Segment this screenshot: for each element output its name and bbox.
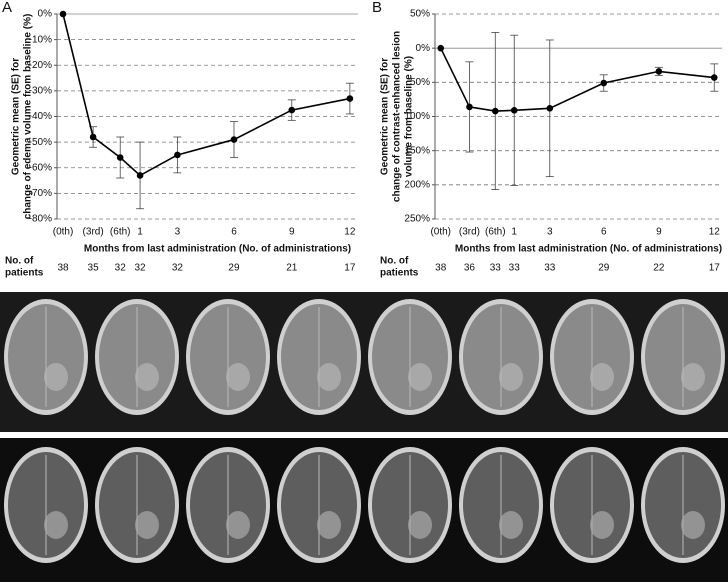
x-tick-label: (0th) (53, 227, 74, 238)
x-tick-label: 1 (137, 227, 143, 238)
lesion (226, 363, 250, 391)
n-patients: 22 (653, 263, 665, 274)
data-point (466, 103, 473, 111)
x-tick-label: 6 (601, 227, 607, 238)
x-tick-label: (6th) (485, 227, 506, 238)
n-label: No. of (5, 256, 34, 267)
x-tick-label: (6th) (110, 227, 131, 238)
y-tick-label: -50% (29, 137, 52, 148)
n-patients: 17 (709, 263, 721, 274)
y-tick-label: 50% (410, 77, 430, 88)
lesion (681, 511, 705, 539)
y-tick-label: -60% (29, 162, 52, 173)
lesion (135, 363, 159, 391)
y-tick-label: 250% (404, 214, 430, 225)
data-point (346, 95, 354, 102)
lesion (44, 363, 68, 391)
x-tick-label: 3 (547, 227, 553, 238)
panel-label: A (2, 0, 12, 16)
n-patients: 35 (88, 263, 100, 274)
lesion (499, 363, 523, 391)
data-point (174, 151, 181, 159)
y-axis-label: change of edema volume from baseline (%) (23, 14, 34, 220)
lesion (44, 511, 68, 539)
lesion (226, 511, 250, 539)
y-axis-label: change of contrast-enhanced lesion (392, 31, 403, 202)
n-label: No. of (380, 256, 409, 267)
lesion (681, 363, 705, 391)
data-point (230, 136, 238, 143)
n-label: patients (380, 268, 419, 279)
n-patients: 32 (115, 263, 127, 274)
data-point (136, 172, 144, 179)
n-patients: 33 (490, 263, 502, 274)
x-tick-label: (3rd) (83, 227, 104, 238)
data-point (437, 44, 445, 52)
data-point (89, 133, 97, 141)
lesion (317, 511, 341, 539)
data-point (710, 74, 718, 81)
lesion (590, 511, 614, 539)
y-axis-label: volume from baseline (%) (404, 56, 415, 177)
x-tick-label: 12 (344, 227, 356, 238)
lesion (317, 363, 341, 391)
n-patients: 29 (598, 263, 610, 274)
lesion (408, 511, 432, 539)
n-label: patients (5, 268, 44, 279)
data-point (600, 79, 608, 87)
panel-label: B (372, 0, 382, 16)
y-tick-label: -40% (29, 111, 52, 122)
data-point (116, 154, 124, 161)
n-patients: 32 (172, 263, 184, 274)
n-patients: 33 (544, 263, 556, 274)
n-patients: 38 (435, 263, 447, 274)
n-patients: 33 (509, 263, 521, 274)
data-line (62, 13, 351, 177)
data-point (59, 10, 67, 18)
n-patients: 32 (135, 263, 147, 274)
lesion (499, 511, 523, 539)
y-axis-label: Geometric mean (SE) for (11, 58, 22, 175)
y-tick-label: -80% (29, 214, 52, 225)
n-patients: 38 (57, 263, 69, 274)
x-tick-label: 9 (289, 227, 295, 238)
data-point (546, 105, 554, 112)
y-tick-label: -10% (29, 34, 52, 45)
n-patients: 21 (286, 263, 298, 274)
data-point (510, 107, 518, 114)
data-point (655, 68, 663, 75)
x-tick-label: (0th) (430, 227, 451, 238)
y-tick-label: -30% (29, 86, 52, 97)
x-tick-label: 9 (656, 227, 662, 238)
y-tick-label: 150% (404, 145, 430, 156)
data-point (288, 106, 296, 114)
data-line (440, 47, 715, 112)
data-point (491, 107, 499, 115)
x-tick-label: 1 (511, 227, 517, 238)
x-tick-label: 3 (175, 227, 181, 238)
lesion (135, 511, 159, 539)
lesion (590, 363, 614, 391)
y-tick-label: 200% (404, 179, 430, 190)
x-tick-label: 6 (231, 227, 237, 238)
y-tick-label: 0% (38, 9, 53, 20)
y-tick-label: 50% (410, 9, 430, 20)
n-patients: 17 (344, 263, 356, 274)
x-tick-label: 12 (709, 227, 721, 238)
y-tick-label: -20% (29, 60, 52, 71)
y-tick-label: -70% (29, 188, 52, 199)
lesion (408, 363, 432, 391)
n-patients: 29 (228, 263, 240, 274)
y-tick-label: 100% (404, 111, 430, 122)
y-tick-label: 0% (416, 43, 431, 54)
x-axis-label: Months from last administration (No. of … (455, 244, 722, 255)
x-tick-label: (3rd) (459, 227, 480, 238)
x-axis-label: Months from last administration (No. of … (84, 244, 351, 255)
n-patients: 36 (464, 263, 476, 274)
y-axis-label: Geometric mean (SE) for (380, 58, 391, 175)
